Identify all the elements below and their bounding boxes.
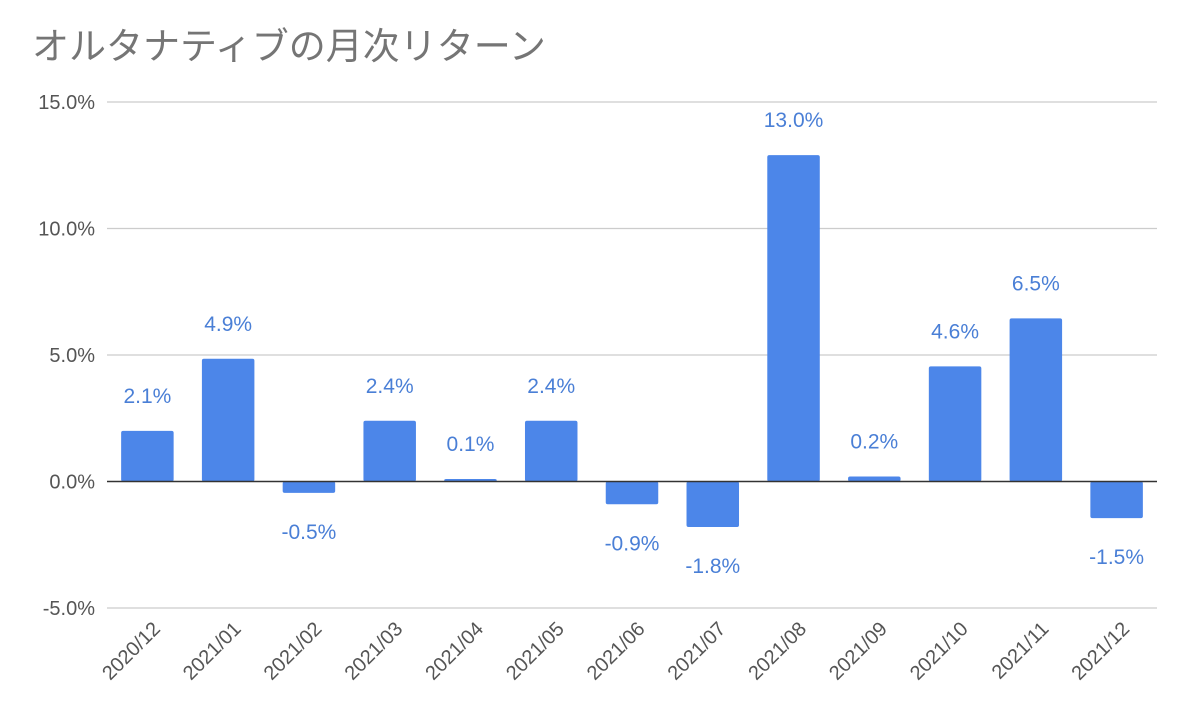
chart-title: オルタナティブの月次リターン	[32, 25, 546, 68]
y-tick-label: 10.0%	[38, 219, 95, 241]
data-label: 2.4%	[366, 375, 414, 398]
x-tick-label: 2021/08	[744, 618, 811, 685]
data-label: -1.5%	[1089, 546, 1144, 569]
data-label: 0.2%	[850, 430, 898, 453]
bar	[282, 481, 336, 493]
bar	[121, 430, 174, 482]
data-label: 6.5%	[1012, 272, 1060, 295]
data-label: -1.8%	[685, 555, 740, 578]
bar	[928, 366, 982, 482]
y-tick-label: 5.0%	[49, 345, 95, 367]
data-label: 2.1%	[123, 385, 171, 408]
x-tick-label: 2021/03	[341, 618, 408, 685]
x-tick-label: 2021/12	[1067, 618, 1134, 685]
bar	[363, 420, 416, 482]
bar	[201, 358, 255, 482]
bar	[848, 476, 901, 482]
x-tick-label: 2021/06	[583, 618, 650, 685]
data-label: -0.5%	[281, 521, 336, 544]
data-label: 0.1%	[447, 433, 495, 456]
x-axis-ticks: 2020/12 2021/01 2021/02 2021/03 2021/04 2021/…	[98, 618, 1134, 685]
data-labels: 2.1% 4.9% -0.5% 2.4% 0.1% 2.4% -0.9% -1.8% 13.0%…	[123, 109, 1144, 578]
bar	[605, 481, 659, 505]
bar	[686, 481, 740, 528]
grid-lines	[107, 101, 1157, 609]
x-tick-label: 2020/12	[98, 618, 165, 685]
data-label: 4.9%	[204, 313, 252, 336]
y-tick-label: 0.0%	[49, 472, 95, 494]
y-tick-label: 15.0%	[38, 92, 95, 114]
data-label: -0.9%	[605, 532, 660, 555]
x-tick-label: 2021/02	[260, 618, 327, 685]
x-tick-label: 2021/01	[179, 618, 246, 685]
bar	[1090, 481, 1143, 519]
y-tick-label: -5.0%	[43, 598, 95, 620]
data-label: 13.0%	[764, 109, 824, 132]
data-label: 2.4%	[527, 375, 575, 398]
bar	[1009, 318, 1063, 482]
y-axis-ticks: -5.0% 0.0% 5.0% 10.0% 15.0%	[38, 92, 95, 620]
bar	[524, 420, 578, 482]
x-tick-label: 2021/07	[664, 618, 731, 685]
x-tick-label: 2021/10	[906, 618, 973, 685]
bars	[121, 155, 1143, 528]
data-label: 4.6%	[931, 320, 979, 343]
x-tick-label: 2021/05	[502, 618, 569, 685]
x-tick-label: 2021/09	[825, 618, 892, 685]
bar	[767, 155, 820, 482]
x-tick-label: 2021/04	[421, 618, 488, 685]
x-tick-label: 2021/11	[988, 618, 1054, 684]
